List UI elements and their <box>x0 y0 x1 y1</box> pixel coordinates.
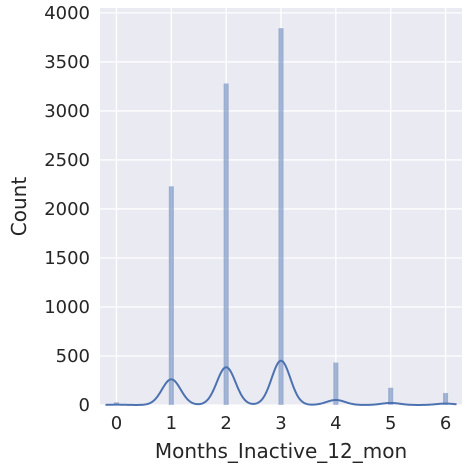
histogram-bar <box>223 82 230 406</box>
x-tick-label: 6 <box>440 413 451 434</box>
histogram-bar <box>277 27 285 406</box>
y-tick-labels: 0 500 1000 1500 2000 2500 3000 3500 4000 <box>44 3 90 416</box>
y-tick-label: 3000 <box>44 101 90 122</box>
y-tick-label: 1000 <box>44 297 90 318</box>
x-tick-label: 5 <box>385 413 396 434</box>
y-tick-label: 1500 <box>44 248 90 269</box>
histogram-bar <box>442 392 449 406</box>
kde-curve <box>105 359 457 406</box>
x-tick-label: 2 <box>220 413 231 434</box>
y-tick-label: 4000 <box>44 3 90 24</box>
x-tick-label: 3 <box>275 413 286 434</box>
x-axis-label: Months_Inactive_12_mon <box>155 439 407 463</box>
histogram-bar <box>387 387 394 406</box>
y-tick-label: 2000 <box>44 199 90 220</box>
y-tick-label: 2500 <box>44 150 90 171</box>
histogram-bar <box>168 185 175 406</box>
histogram-bars <box>113 27 449 406</box>
x-tick-label: 0 <box>111 413 122 434</box>
x-tick-label: 4 <box>330 413 341 434</box>
x-tick-labels: 0 1 2 3 4 5 6 <box>111 413 452 434</box>
y-axis-label: Count <box>7 177 31 237</box>
x-tick-label: 1 <box>166 413 177 434</box>
histogram-bar <box>332 362 339 406</box>
y-tick-label: 500 <box>56 346 90 367</box>
y-tick-label: 0 <box>79 395 90 416</box>
y-tick-label: 3500 <box>44 52 90 73</box>
